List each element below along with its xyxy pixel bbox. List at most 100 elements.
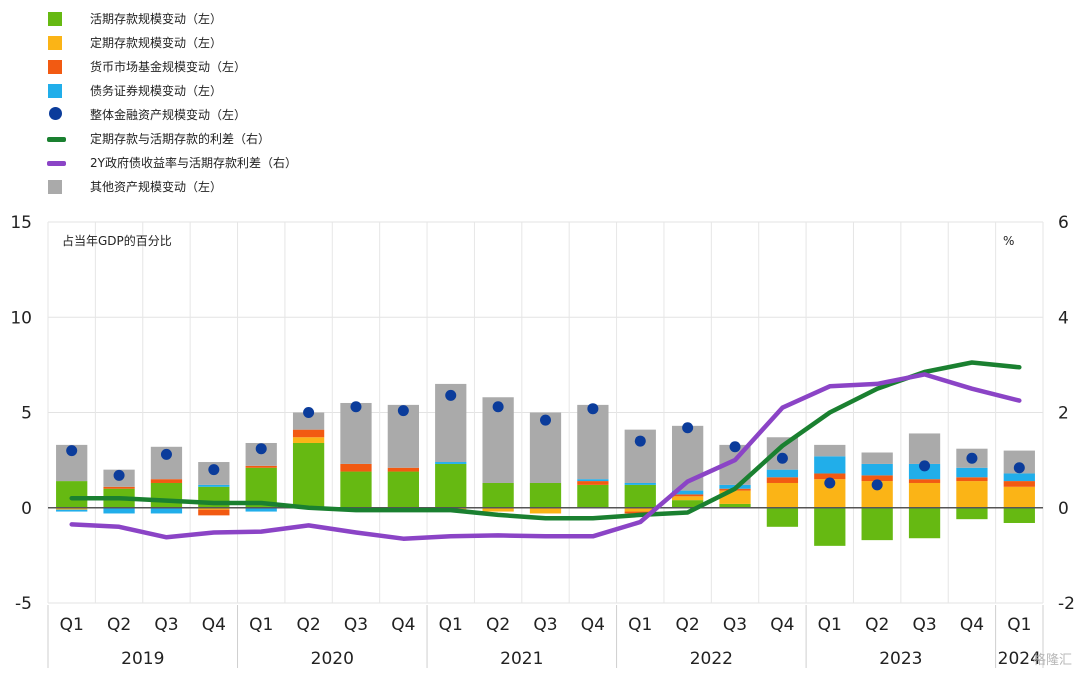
bar	[198, 509, 230, 516]
x-tick-label: Q3	[344, 615, 368, 635]
bar	[814, 444, 846, 457]
x-tick-label: Q1	[249, 615, 273, 635]
bar	[292, 442, 325, 508]
bar	[956, 507, 988, 520]
bar	[292, 437, 325, 443]
bar	[672, 500, 704, 508]
dot-point	[1013, 462, 1025, 474]
bar	[482, 507, 514, 512]
year-label: 2022	[690, 649, 733, 669]
bar	[387, 471, 419, 508]
bar	[340, 471, 372, 508]
series-line	[69, 372, 1022, 541]
bar	[908, 482, 941, 508]
y-right-tick-label: 0	[1058, 499, 1069, 519]
bar	[861, 475, 893, 482]
legend-swatch	[48, 180, 62, 194]
bar	[766, 469, 799, 478]
bar	[529, 507, 562, 514]
x-tick-label: Q4	[581, 615, 605, 635]
bar	[1003, 481, 1035, 487]
legend-item: 整体金融资产规模变动（左）	[48, 102, 468, 126]
y-right-tick-label: -2	[1058, 594, 1075, 614]
legend-label: 债务证券规模变动（左）	[90, 84, 223, 98]
legend-label: 货币市场基金规模变动（左）	[90, 60, 247, 74]
dot-point	[160, 448, 172, 460]
year-label: 2019	[121, 649, 164, 669]
legend-item: 定期存款规模变动（左）	[48, 30, 468, 54]
bar	[814, 456, 846, 474]
bar	[766, 477, 799, 483]
year-label: 2024	[998, 649, 1041, 669]
bar	[292, 412, 325, 430]
bar	[577, 481, 609, 485]
year-label: 2021	[500, 649, 543, 669]
x-tick-label: Q3	[533, 615, 557, 635]
bar	[672, 496, 704, 501]
legend: 活期存款规模变动（左） 定期存款规模变动（左） 货币市场基金规模变动（左） 债务证券规…	[47, 6, 468, 198]
legend-label: 定期存款规模变动（左）	[90, 36, 223, 50]
dot-point	[966, 452, 978, 464]
bar	[56, 507, 88, 510]
bar	[150, 507, 183, 514]
dot-point	[113, 469, 125, 481]
bar	[245, 507, 277, 512]
legend-label: 活期存款规模变动（左）	[90, 12, 223, 26]
y-right-tick-label: 4	[1058, 308, 1069, 328]
legend-label: 2Y政府债收益率与活期存款利差（右）	[90, 156, 297, 170]
y-left-tick-label: 10	[10, 308, 32, 328]
x-tick-label: Q3	[912, 615, 936, 635]
legend-swatch	[47, 137, 66, 142]
x-tick-label: Q4	[770, 615, 794, 635]
legend-label: 其他资产规模变动（左）	[90, 180, 223, 194]
x-tick-label: Q1	[439, 615, 463, 635]
bar	[672, 490, 704, 495]
bar	[861, 463, 893, 476]
bar	[908, 463, 941, 480]
legend-swatch	[48, 84, 62, 98]
bar	[672, 494, 704, 497]
legend-swatch	[48, 60, 62, 74]
bar	[719, 503, 751, 508]
x-tick-label: Q2	[296, 615, 320, 635]
x-tick-label: Q3	[723, 615, 747, 635]
left-axis-note: 占当年GDP的百分比	[62, 233, 172, 248]
x-tick-label: Q2	[676, 615, 700, 635]
dot-point	[303, 407, 315, 418]
dot-point	[729, 441, 741, 453]
x-tick-label: Q1	[1007, 615, 1031, 635]
y-left-tick-label: 15	[10, 213, 32, 233]
dot-point	[634, 435, 646, 447]
legend-swatch	[49, 107, 62, 120]
bar	[577, 484, 609, 508]
legend-item: 债务证券规模变动（左）	[48, 78, 468, 102]
dot-point	[587, 403, 599, 415]
bar	[198, 507, 230, 510]
dot-point	[540, 414, 551, 426]
watermark: 格隆汇	[1032, 653, 1072, 668]
series-line	[69, 360, 1022, 521]
y-left-tick-label: -5	[15, 594, 32, 614]
x-tick-label: Q3	[154, 615, 178, 635]
bar	[150, 482, 183, 508]
bar	[577, 404, 609, 480]
x-tick-label: Q1	[818, 615, 842, 635]
bar	[387, 467, 419, 472]
bar	[340, 463, 372, 472]
dot-point	[66, 445, 78, 457]
bar	[624, 482, 656, 485]
dot-point	[824, 477, 836, 489]
legend-item: 2Y政府债收益率与活期存款利差（右）	[47, 150, 468, 174]
bar	[766, 482, 799, 508]
bar	[814, 473, 846, 480]
bar	[150, 479, 183, 483]
bar	[245, 465, 277, 468]
bar	[624, 507, 656, 512]
bar	[529, 482, 562, 508]
bar	[198, 484, 230, 487]
dot-point	[871, 479, 883, 491]
legend-swatch	[48, 36, 62, 50]
bar	[245, 442, 277, 466]
x-tick-label: Q4	[391, 615, 415, 635]
